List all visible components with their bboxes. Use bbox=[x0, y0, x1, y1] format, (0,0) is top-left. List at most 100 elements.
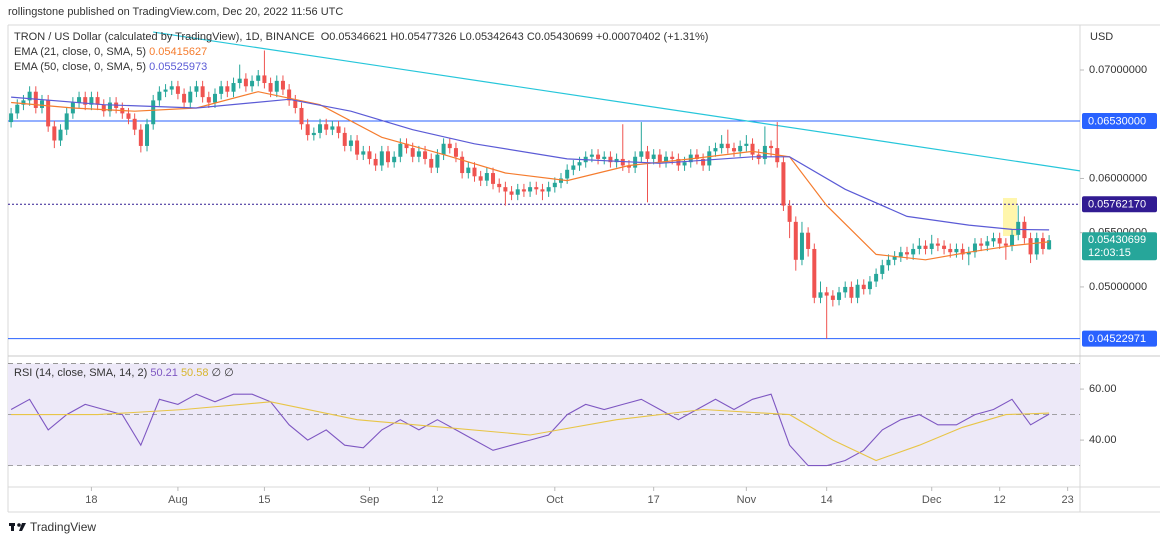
candle-body bbox=[985, 241, 990, 246]
candle-body bbox=[107, 102, 112, 112]
candle-body bbox=[509, 191, 514, 195]
candle-body bbox=[367, 151, 372, 159]
candle-body bbox=[89, 97, 94, 105]
candle-body bbox=[373, 158, 378, 166]
rsi-title: RSI (14, close, SMA, 14, 2) bbox=[14, 367, 148, 379]
candle-body bbox=[274, 80, 279, 92]
y-tick-label: 60.00 bbox=[1089, 383, 1117, 395]
last-price-label: 0.05430699 bbox=[1088, 234, 1146, 246]
candle-body bbox=[194, 86, 199, 92]
rsi-legend: RSI (14, close, SMA, 14, 2) 50.21 50.58 … bbox=[14, 366, 234, 379]
candle-body bbox=[484, 173, 489, 181]
level-label: 0.05762170 bbox=[1088, 199, 1146, 211]
candle-body bbox=[77, 97, 82, 103]
ema21-name: EMA (21, close, 0, SMA, 5) bbox=[14, 46, 147, 58]
candle-body bbox=[64, 113, 69, 130]
candle-body bbox=[21, 100, 26, 105]
candle-body bbox=[101, 104, 106, 112]
candle-body bbox=[762, 145, 767, 159]
candle-body bbox=[664, 156, 669, 163]
candle-body bbox=[620, 158, 625, 166]
candle-body bbox=[849, 286, 854, 298]
candle-body bbox=[979, 243, 984, 246]
x-tick-label: 23 bbox=[1062, 494, 1074, 506]
x-tick-label: Dec bbox=[922, 494, 942, 506]
candle-body bbox=[929, 243, 934, 249]
candle-body bbox=[435, 154, 440, 168]
candle-body bbox=[991, 238, 996, 242]
candle-body bbox=[385, 151, 390, 163]
candle-body bbox=[256, 75, 261, 81]
x-tick-label: 14 bbox=[821, 494, 833, 506]
candle-body bbox=[1003, 243, 1008, 246]
candle-body bbox=[528, 187, 533, 192]
candle-body bbox=[942, 245, 947, 249]
candle-body bbox=[880, 265, 885, 274]
candle-body bbox=[27, 91, 32, 101]
candle-body bbox=[1010, 234, 1015, 246]
x-tick-label: Oct bbox=[546, 494, 563, 506]
candle-body bbox=[596, 154, 601, 159]
candle-body bbox=[589, 154, 594, 157]
candle-body bbox=[311, 132, 316, 136]
candle-body bbox=[299, 107, 304, 125]
candle-body bbox=[682, 162, 687, 166]
currency: USD bbox=[1090, 31, 1113, 43]
last-price-box bbox=[1082, 232, 1157, 261]
candle-body bbox=[614, 158, 619, 163]
candle-body bbox=[892, 256, 897, 260]
candle-body bbox=[917, 245, 922, 249]
candle-body bbox=[1040, 238, 1045, 249]
candle-body bbox=[552, 182, 557, 188]
candle-body bbox=[657, 154, 662, 163]
rsi-value: 50.21 bbox=[150, 367, 178, 379]
published-line: rollingstone published on TradingView.co… bbox=[8, 6, 344, 18]
candle-body bbox=[744, 143, 749, 146]
candle-body bbox=[781, 162, 786, 206]
candle-body bbox=[342, 132, 347, 146]
candle-body bbox=[830, 295, 835, 300]
candle-body bbox=[602, 156, 607, 159]
candle-body bbox=[843, 286, 848, 293]
level-label-box bbox=[1082, 196, 1157, 213]
candle-body bbox=[793, 221, 798, 260]
candle-body bbox=[330, 126, 335, 130]
candle-body bbox=[911, 248, 916, 255]
candle-body bbox=[707, 151, 712, 166]
candle-body bbox=[472, 167, 477, 177]
candle-body bbox=[305, 124, 310, 136]
level-label: 0.04522971 bbox=[1088, 333, 1146, 345]
candle-body bbox=[95, 97, 100, 105]
y-tick-label: 0.05000000 bbox=[1089, 281, 1147, 293]
candle-body bbox=[960, 248, 965, 255]
level-label-box bbox=[1082, 112, 1157, 129]
candle-body bbox=[521, 189, 526, 192]
candle-body bbox=[886, 259, 891, 266]
candle-body bbox=[577, 162, 582, 166]
candle-body bbox=[58, 129, 63, 141]
level-label-box bbox=[1082, 330, 1157, 347]
candle-body bbox=[15, 104, 20, 114]
candle-body bbox=[262, 75, 267, 84]
candle-body bbox=[874, 273, 879, 282]
candle-body bbox=[954, 248, 959, 253]
candle-body bbox=[151, 100, 156, 125]
candle-body bbox=[558, 178, 563, 183]
candle-body bbox=[750, 143, 755, 155]
candle-body bbox=[670, 156, 675, 159]
candle-body bbox=[416, 151, 421, 157]
candle-body bbox=[904, 252, 909, 255]
candle-body bbox=[423, 151, 428, 159]
candle-body bbox=[694, 154, 699, 159]
candle-body bbox=[731, 148, 736, 152]
y-tick-label: 0.07000000 bbox=[1089, 64, 1147, 76]
candle-body bbox=[571, 165, 576, 170]
candle-body bbox=[540, 189, 545, 192]
candle-body bbox=[738, 145, 743, 152]
candle-body bbox=[497, 183, 502, 188]
candle-body bbox=[9, 113, 14, 123]
candle-body bbox=[824, 292, 829, 296]
candle-body bbox=[725, 143, 730, 149]
